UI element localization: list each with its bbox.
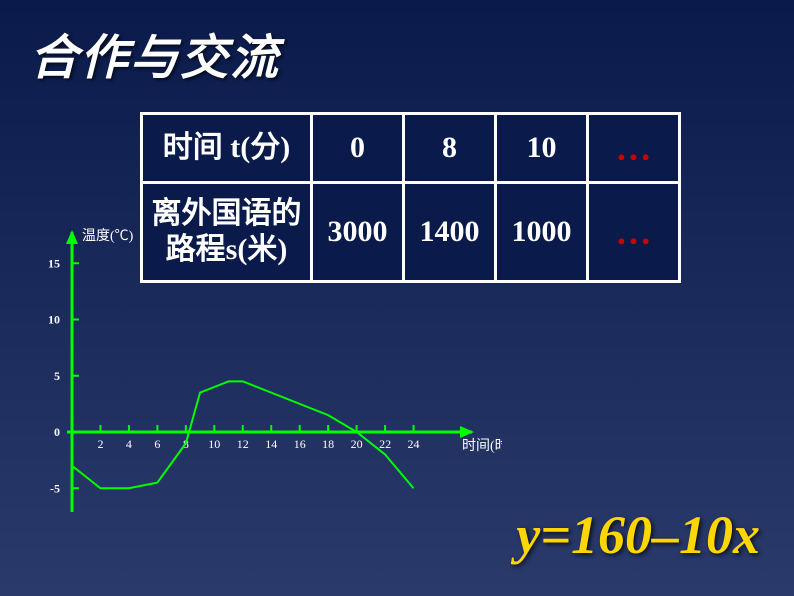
svg-text:12: 12 bbox=[237, 437, 249, 451]
cell-dots: … bbox=[588, 114, 680, 183]
cell: 8 bbox=[404, 114, 496, 183]
svg-text:20: 20 bbox=[351, 437, 363, 451]
svg-text:10: 10 bbox=[48, 313, 60, 327]
svg-text:温度(℃): 温度(℃) bbox=[82, 228, 134, 244]
temperature-chart: 温度(℃)时间(时)24681012141618202224-5051015 bbox=[12, 212, 502, 522]
svg-text:24: 24 bbox=[408, 437, 420, 451]
cell-dots: … bbox=[588, 183, 680, 282]
cell: 10 bbox=[496, 114, 588, 183]
svg-text:6: 6 bbox=[154, 437, 160, 451]
svg-text:0: 0 bbox=[54, 425, 60, 439]
svg-text:15: 15 bbox=[48, 256, 60, 270]
svg-text:时间(时): 时间(时) bbox=[462, 438, 502, 454]
svg-text:4: 4 bbox=[126, 437, 132, 451]
svg-text:2: 2 bbox=[97, 437, 103, 451]
slide-title: 合作与交流 bbox=[30, 18, 280, 88]
svg-text:5: 5 bbox=[54, 369, 60, 383]
svg-text:14: 14 bbox=[265, 437, 277, 451]
chart-svg: 温度(℃)时间(时)24681012141618202224-5051015 bbox=[12, 212, 502, 522]
table-row: 时间 t(分) 0 8 10 … bbox=[142, 114, 680, 183]
cell: 1000 bbox=[496, 183, 588, 282]
svg-text:10: 10 bbox=[208, 437, 220, 451]
formula-text: y=160–10x bbox=[516, 504, 760, 566]
svg-text:22: 22 bbox=[379, 437, 391, 451]
cell: 0 bbox=[312, 114, 404, 183]
row-header: 时间 t(分) bbox=[142, 114, 312, 183]
svg-text:-5: -5 bbox=[50, 481, 60, 495]
svg-text:18: 18 bbox=[322, 437, 334, 451]
svg-text:16: 16 bbox=[294, 437, 306, 451]
